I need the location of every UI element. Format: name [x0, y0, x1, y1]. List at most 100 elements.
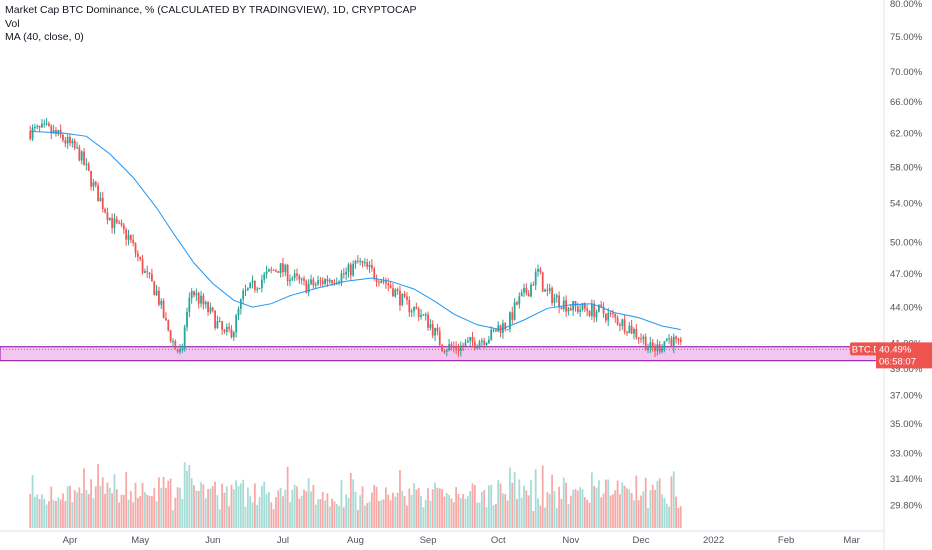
candle-body: [158, 290, 160, 305]
candle-body: [431, 324, 434, 336]
candle-body: [211, 307, 214, 311]
volume-bar: [445, 492, 448, 528]
candle-body: [286, 264, 289, 282]
candle-body: [373, 268, 376, 279]
volume-bar: [640, 495, 642, 528]
volume-bar: [338, 505, 341, 528]
candle-body: [242, 290, 245, 300]
candle-body: [319, 280, 322, 282]
candle-body: [349, 264, 352, 276]
candle-body: [410, 310, 413, 313]
candle-body: [101, 197, 104, 209]
candle-body: [403, 293, 406, 297]
volume-bar: [672, 471, 675, 528]
candle-body: [50, 125, 53, 134]
volume-bar: [29, 493, 32, 528]
candle-body: [94, 181, 97, 186]
candle-body: [204, 302, 207, 305]
volume-bar: [424, 499, 427, 528]
price-axis[interactable]: 80.00% 75.00% 70.00% 66.00% 62.00% 58.00% 54.0…: [883, 0, 923, 550]
price-candles: [29, 117, 682, 357]
volume-bar: [256, 504, 259, 528]
candle-body: [574, 301, 577, 307]
time-axis[interactable]: Apr May Jun Jul Aug Sep Oct Nov Dec 2022 Feb Mar: [0, 530, 884, 546]
volume-indicator-label[interactable]: Vol: [5, 17, 20, 30]
candle-body: [293, 273, 296, 279]
volume-bar: [293, 484, 296, 528]
volume-bar: [656, 480, 659, 528]
candle-body: [537, 268, 539, 272]
candle-body: [637, 337, 640, 339]
candle-body: [544, 289, 546, 292]
candle-body: [321, 280, 324, 285]
ma-indicator-label[interactable]: MA (40, close, 0): [5, 31, 84, 43]
volume-bar: [108, 487, 111, 528]
candle-body: [246, 288, 249, 291]
volume-bar: [359, 495, 362, 528]
candle-body: [345, 271, 348, 275]
candle-body: [303, 278, 305, 281]
candle-body: [579, 309, 582, 312]
candle-body: [541, 272, 544, 292]
price-tick-label: 39.00%: [890, 364, 923, 375]
volume-bar: [677, 507, 680, 528]
volume-bar: [214, 481, 216, 528]
candle-body: [134, 243, 137, 254]
volume-bar: [548, 493, 551, 528]
candle-body: [616, 317, 619, 325]
volume-bar: [647, 507, 649, 528]
volume-bar: [478, 502, 481, 528]
candle-body: [186, 311, 188, 328]
volume-bar: [305, 491, 308, 528]
volume-bar: [155, 501, 158, 528]
volume-bar: [518, 479, 521, 528]
volume-bar: [450, 498, 453, 528]
volume-bar: [569, 495, 572, 528]
volume-bar: [207, 489, 209, 528]
volume-bar: [314, 504, 317, 528]
volume-bar: [66, 486, 69, 528]
volume-bar: [83, 468, 85, 528]
candle-body: [352, 263, 355, 276]
volume-bar: [502, 493, 504, 528]
volume-bar: [565, 482, 568, 528]
price-tick-label: 33.00%: [890, 449, 923, 460]
candle-body: [43, 123, 46, 125]
volume-bar: [50, 486, 53, 528]
volume-bar: [476, 502, 479, 528]
candle-body: [151, 274, 153, 282]
candle-body: [457, 349, 460, 351]
candle-body: [328, 280, 331, 282]
candle-body: [375, 278, 378, 282]
volume-bar: [237, 486, 240, 528]
price-tick-label: 54.00%: [890, 199, 923, 210]
volume-bar: [216, 495, 219, 528]
moving-average-line: [30, 130, 681, 331]
volume-bar: [118, 502, 121, 528]
volume-bar: [658, 478, 661, 528]
candle-body: [127, 235, 130, 240]
support-zone[interactable]: [0, 346, 881, 362]
volume-bar: [162, 476, 165, 528]
volume-bar: [485, 507, 488, 528]
last-price-label: 40.49%: [879, 344, 912, 355]
candle-body: [331, 280, 333, 284]
candle-body: [143, 271, 146, 273]
volume-bar: [188, 465, 191, 528]
volume-bar: [588, 502, 591, 528]
volume-bar: [324, 500, 326, 528]
candle-body: [597, 304, 600, 312]
volume-bar: [36, 494, 39, 528]
volume-bar: [649, 490, 652, 528]
price-tick-label: 35.00%: [890, 419, 923, 430]
volume-bar: [286, 466, 289, 528]
price-tick-label: 29.80%: [890, 501, 923, 512]
candle-body: [125, 229, 128, 240]
volume-bar: [122, 494, 125, 528]
chart-title[interactable]: Market Cap BTC Dominance, % (CALCULATED …: [5, 4, 417, 16]
volume-bar: [378, 501, 380, 528]
candle-body: [29, 131, 32, 140]
volume-bar: [354, 491, 357, 528]
volume-bar: [115, 489, 118, 528]
